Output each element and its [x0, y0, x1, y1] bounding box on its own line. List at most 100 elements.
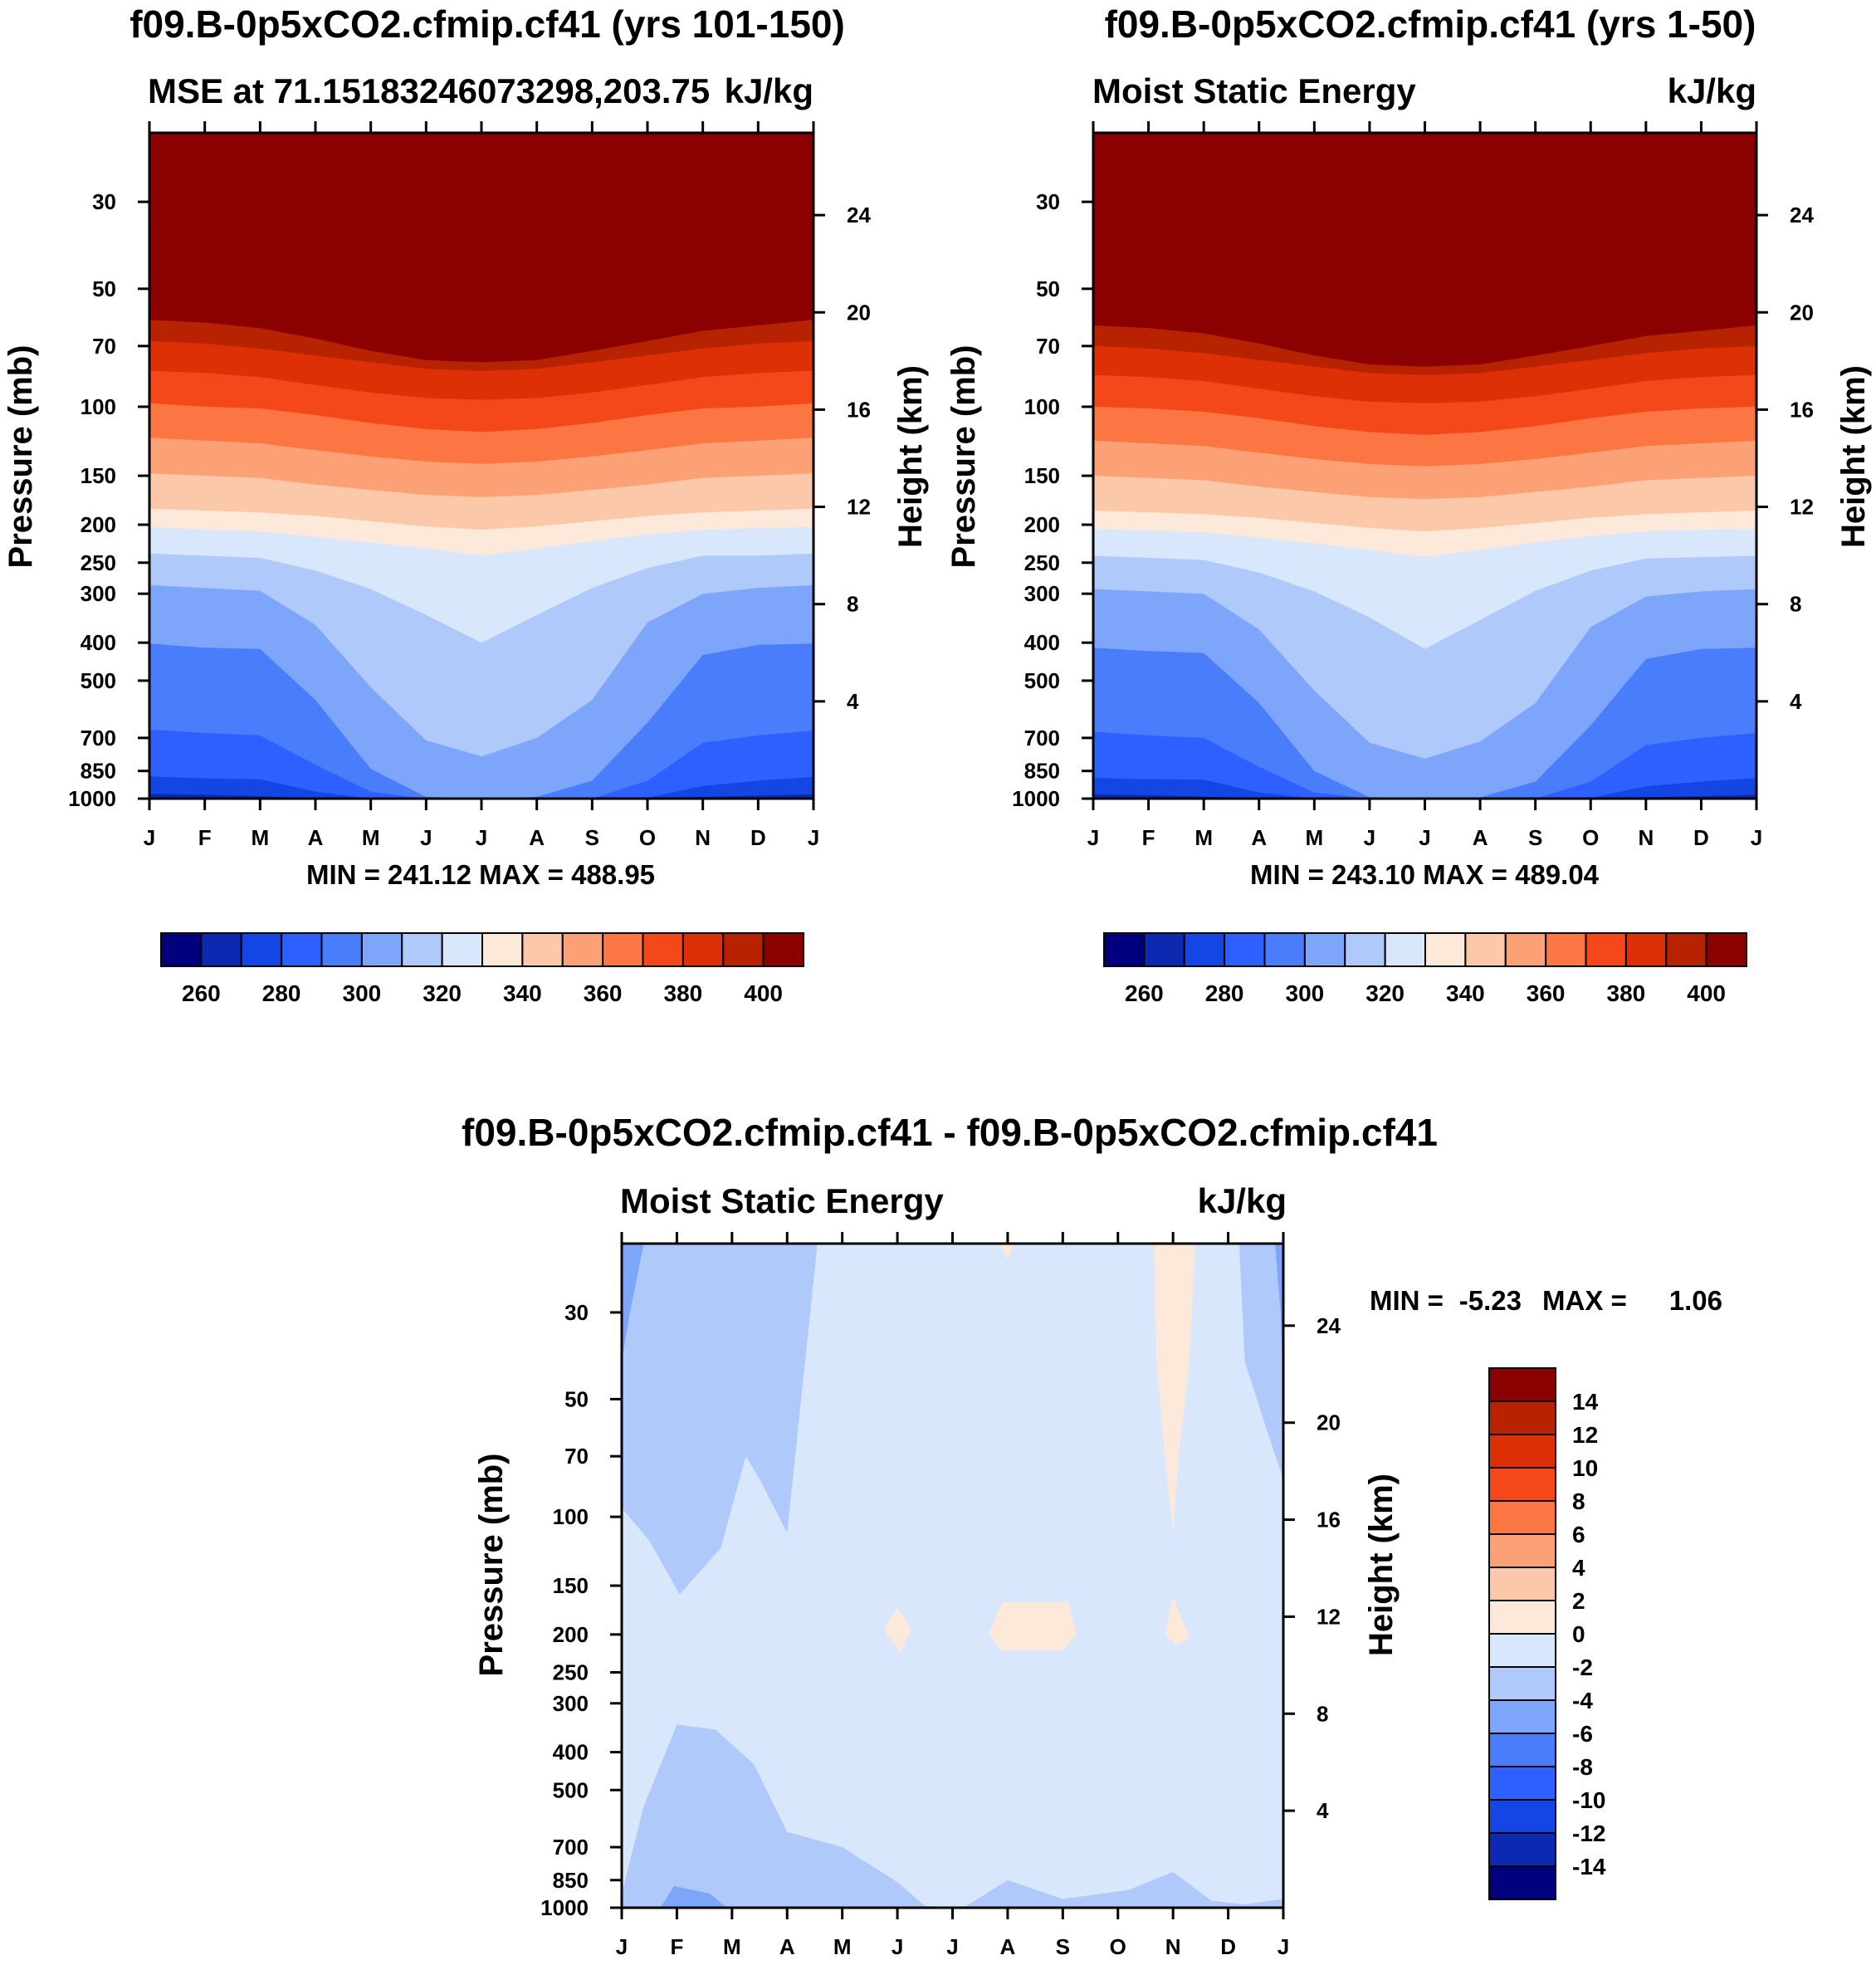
- colorbar-label: 280: [262, 980, 301, 1006]
- colorbar-box: [1488, 1666, 1556, 1701]
- y-tick-label-right: 12: [847, 495, 871, 520]
- y-tick-label: 30: [92, 189, 116, 214]
- y-tick-label: 30: [1036, 189, 1060, 214]
- colorbar-label: 340: [1446, 980, 1485, 1006]
- y-tick-label: 400: [81, 630, 116, 655]
- colorbar-box: [1464, 932, 1507, 967]
- x-tick-label: N: [1638, 825, 1654, 850]
- x-tick-label: A: [529, 825, 545, 850]
- colorbar-box: [1384, 932, 1426, 967]
- colorbar-label: 280: [1205, 980, 1244, 1006]
- y-tick-label-right: 20: [1790, 300, 1814, 325]
- colorbar-label: -2: [1572, 1655, 1593, 1680]
- x-tick-label: J: [1278, 1934, 1289, 1959]
- colorbar-box: [360, 932, 403, 967]
- y-tick-label-right: 8: [1317, 1701, 1328, 1726]
- contour-band: [1238, 1244, 1283, 1479]
- colorbar-box: [1224, 932, 1266, 967]
- y-tick-label: 70: [92, 334, 116, 359]
- colorbar-box: [1488, 1766, 1556, 1801]
- colorbar-label: 2: [1572, 1588, 1585, 1614]
- x-tick-label: O: [1582, 825, 1599, 850]
- colorbar-label: 400: [744, 980, 783, 1006]
- colorbar-label: 0: [1572, 1621, 1585, 1647]
- panel-subtitle-right: kJ/kg: [1198, 1181, 1287, 1220]
- colorbar-label: 4: [1572, 1555, 1585, 1581]
- y-tick-label: 50: [1036, 276, 1060, 301]
- y-tick-label: 50: [564, 1386, 589, 1411]
- y-axis-label-right: Height (km): [1835, 365, 1872, 548]
- colorbar-label: -4: [1572, 1688, 1593, 1713]
- x-tick-label: D: [1693, 825, 1709, 850]
- colorbar-label: 260: [182, 980, 221, 1006]
- contour-plot: [1093, 133, 1756, 799]
- colorbar-label: -6: [1572, 1721, 1593, 1747]
- y-tick-label-right: 24: [1790, 203, 1814, 227]
- y-tick-label: 1000: [1012, 786, 1060, 811]
- x-tick-label: D: [750, 825, 766, 850]
- panel-bottom-difference: f09.B-0p5xCO2.cfmip.cf41 - f09.B-0p5xCO2…: [462, 1111, 1722, 1959]
- y-axis-label-right: Height (km): [892, 365, 929, 548]
- panel-title: f09.B-0p5xCO2.cfmip.cf41 (yrs 101-150): [129, 2, 845, 46]
- colorbar-label: 8: [1572, 1488, 1585, 1514]
- x-tick-label: S: [1528, 825, 1542, 850]
- colorbar-box: [521, 932, 564, 967]
- y-tick-label: 850: [553, 1868, 589, 1893]
- colorbar-box: [1504, 932, 1547, 967]
- y-tick-label: 300: [81, 581, 116, 606]
- colorbar-box: [1488, 1400, 1556, 1435]
- max-value: 1.06: [1669, 1285, 1722, 1316]
- colorbar-box: [642, 932, 684, 967]
- colorbar-label: 360: [584, 980, 623, 1006]
- colorbar-label: -10: [1572, 1787, 1605, 1813]
- colorbar-box: [1705, 932, 1747, 967]
- colorbar-label: 380: [664, 980, 703, 1006]
- y-tick-label: 1000: [68, 786, 116, 811]
- colorbar-box: [602, 932, 644, 967]
- y-tick-label-right: 16: [847, 397, 871, 422]
- contour-band: [622, 1244, 818, 1595]
- y-tick-label: 150: [1024, 463, 1060, 488]
- y-tick-label: 500: [81, 668, 116, 693]
- x-tick-label: N: [695, 825, 711, 850]
- contour-band: [1275, 1244, 1283, 1381]
- y-tick-label-right: 8: [1790, 592, 1801, 617]
- contour-plot: [622, 1244, 1283, 1908]
- y-tick-label-right: 24: [847, 203, 871, 227]
- colorbar-box: [160, 932, 203, 967]
- colorbar-box: [1488, 1733, 1556, 1767]
- colorbar-box: [1488, 1567, 1556, 1601]
- y-tick-label: 250: [1024, 550, 1060, 575]
- colorbar-box: [1488, 1699, 1556, 1734]
- colorbar-box: [561, 932, 604, 967]
- y-tick-label-right: 20: [1317, 1410, 1341, 1435]
- y-tick-label: 1000: [540, 1895, 589, 1920]
- colorbar-box: [441, 932, 483, 967]
- colorbar-label: 400: [1687, 980, 1726, 1006]
- colorbar-box: [1488, 1533, 1556, 1568]
- x-tick-label: J: [1751, 825, 1762, 850]
- x-tick-label: J: [616, 1934, 628, 1959]
- y-axis-label-right: Height (km): [1363, 1474, 1400, 1656]
- y-tick-label-right: 16: [1790, 397, 1814, 422]
- y-tick-label: 100: [81, 394, 116, 419]
- x-tick-label: J: [476, 825, 487, 850]
- x-tick-label: D: [1220, 1934, 1236, 1959]
- colorbar-box: [1488, 1367, 1556, 1402]
- min-max-stats: MIN = 241.12 MAX = 488.95: [306, 859, 655, 890]
- colorbar-label: 6: [1572, 1522, 1585, 1547]
- min-max-stats: MIN = 243.10 MAX = 489.04: [1250, 859, 1600, 890]
- panel-top-right: f09.B-0p5xCO2.cfmip.cf41 (yrs 1-50) Mois…: [945, 2, 1872, 1006]
- colorbar-box: [1424, 932, 1467, 967]
- colorbar-label: 320: [423, 980, 462, 1006]
- colorbar-box: [762, 932, 804, 967]
- y-tick-label: 700: [553, 1835, 589, 1860]
- colorbar-box: [1488, 1434, 1556, 1469]
- colorbar-label: 320: [1365, 980, 1405, 1006]
- colorbar-label: -12: [1572, 1821, 1605, 1846]
- x-tick-label: F: [198, 825, 212, 850]
- colorbar-box: [1488, 1865, 1556, 1900]
- colorbar: 260 280 300 320 340 360 380 400: [160, 932, 804, 1006]
- y-tick-label-right: 12: [1790, 495, 1814, 520]
